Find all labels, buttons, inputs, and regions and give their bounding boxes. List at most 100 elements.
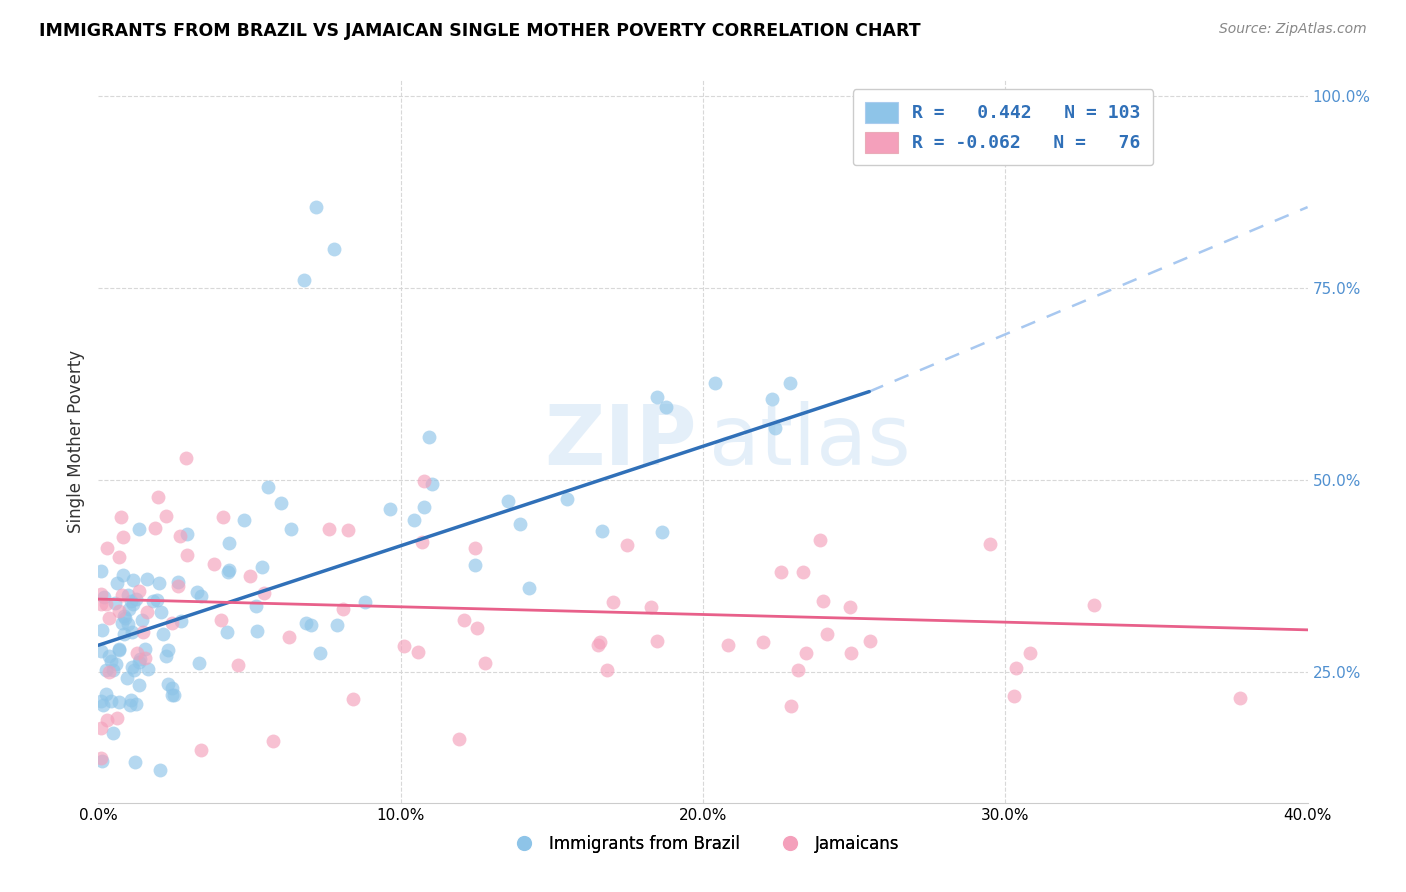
Point (250, 560, 273, 574)
Point (121, 597, 143, 611)
Point (326, 617, 349, 632)
Point (217, 566, 239, 580)
Point (474, 656, 496, 670)
Point (292, 273, 315, 287)
Point (157, 677, 180, 691)
Point (411, 535, 433, 549)
Point (245, 599, 267, 613)
Point (145, 593, 167, 607)
Point (270, 496, 292, 510)
Point (761, 392, 783, 406)
Point (464, 541, 486, 555)
Point (118, 602, 141, 616)
Point (412, 500, 434, 515)
Point (602, 595, 624, 609)
Point (555, 491, 578, 506)
Point (406, 645, 429, 659)
Point (100, 694, 122, 708)
Point (136, 605, 159, 619)
Point (380, 501, 402, 516)
Point (808, 533, 831, 548)
Point (353, 595, 375, 609)
Point (418, 429, 440, 443)
Point (859, 634, 882, 648)
Point (779, 376, 801, 390)
Point (651, 524, 673, 539)
Point (108, 604, 131, 618)
Point (176, 526, 198, 541)
Point (108, 695, 131, 709)
Point (318, 522, 340, 536)
Point (90, 750, 112, 764)
Point (465, 621, 488, 635)
Point (1002, 689, 1025, 703)
Point (1005, 660, 1028, 674)
Point (839, 599, 862, 614)
Point (152, 626, 174, 640)
Point (186, 585, 208, 599)
Point (90, 721, 112, 735)
Point (209, 613, 232, 627)
Point (770, 565, 793, 579)
Point (811, 594, 834, 608)
Point (128, 678, 150, 692)
Point (125, 697, 148, 711)
Point (112, 626, 135, 640)
Point (121, 660, 143, 674)
Text: ZIP: ZIP (544, 401, 697, 482)
Point (212, 509, 235, 524)
Point (122, 574, 145, 588)
Point (134, 641, 156, 656)
Point (112, 529, 135, 543)
Point (787, 663, 810, 677)
Point (170, 614, 193, 628)
Point (323, 243, 346, 257)
Point (114, 610, 136, 624)
Point (105, 657, 128, 672)
Point (156, 643, 179, 657)
Point (121, 625, 143, 640)
Point (122, 663, 145, 677)
Point (112, 568, 135, 582)
Point (117, 616, 139, 631)
Point (763, 421, 786, 435)
Point (226, 658, 249, 673)
Point (128, 656, 150, 670)
Point (815, 626, 838, 640)
Point (1083, 598, 1105, 612)
Point (253, 586, 276, 600)
Point (752, 635, 775, 649)
Point (277, 630, 299, 644)
Point (404, 512, 426, 526)
Point (94, 687, 117, 701)
Point (104, 596, 127, 610)
Point (94, 598, 117, 612)
Point (96, 713, 118, 727)
Point (101, 726, 124, 740)
Point (517, 581, 540, 595)
Point (120, 693, 142, 707)
Point (148, 575, 170, 590)
Point (645, 633, 668, 648)
Point (110, 509, 132, 524)
Point (143, 520, 166, 534)
Point (295, 616, 318, 631)
Point (420, 477, 443, 491)
Point (129, 652, 152, 666)
Point (128, 522, 150, 536)
Point (703, 376, 725, 391)
Point (309, 646, 332, 660)
Point (187, 656, 209, 670)
Point (160, 688, 183, 702)
Text: atlas: atlas (709, 401, 911, 482)
Point (256, 480, 278, 494)
Point (464, 558, 486, 573)
Point (190, 742, 212, 756)
Point (98, 665, 121, 679)
Point (779, 699, 801, 714)
Point (155, 649, 177, 664)
Point (117, 671, 139, 685)
Point (125, 592, 148, 607)
Point (496, 493, 519, 508)
Point (107, 549, 129, 564)
